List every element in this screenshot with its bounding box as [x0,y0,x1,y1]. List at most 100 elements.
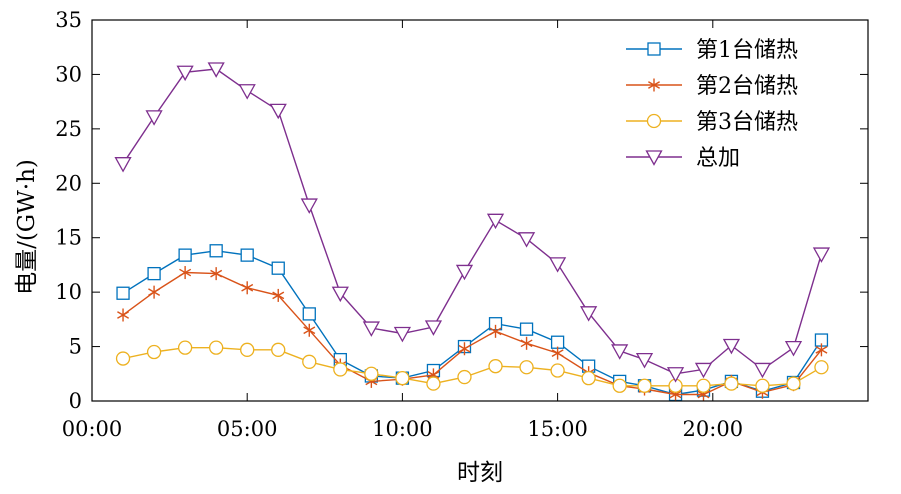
axes-box [91,19,869,402]
series-4-point [486,213,505,230]
series-4-point [300,198,318,214]
series-4-point [362,321,380,337]
y-tick-label: 15 [55,226,82,250]
series-4-point [455,264,474,281]
asterisk-stroke [427,371,440,379]
series-4-point [269,103,287,120]
series-3-point [302,354,317,369]
legend-label: 第2台储热 [696,74,798,99]
legend-marker [648,78,660,92]
y-axis-label: 电量/(GW·h) [14,159,40,295]
y-tick-label: 0 [69,389,82,413]
series-3-point [426,376,441,391]
asterisk-stroke [458,344,471,353]
series-4-point [207,62,225,78]
series-2-point [210,267,223,281]
y-tick-label: 35 [55,8,82,32]
y-tick-label: 25 [55,117,82,141]
series-4-point [722,338,741,355]
series-1-point [178,248,192,262]
legend-item-3: 第3台储热 [626,110,798,135]
series-1-point [271,261,285,275]
legend-label: 第3台储热 [696,110,798,135]
series-1-point [550,335,565,349]
series-3-point [786,376,801,391]
series-3-line [122,347,822,387]
series-1-point [302,307,316,321]
series-1-point [147,266,161,281]
series-3-point [457,369,472,385]
legend-marker [645,150,663,166]
legend-marker [647,42,661,56]
series-2-point [272,288,285,302]
series-3-point [612,378,627,393]
series-4-point [331,286,349,303]
series-4-point [424,320,443,336]
x-tick-label: 00:00 [62,417,123,441]
series-2-point [458,342,471,356]
asterisk-stroke [520,339,533,348]
series-4-point [114,157,132,173]
asterisk-stroke [648,81,660,89]
series-2-point [303,323,316,337]
x-tick-label: 05:00 [217,417,278,441]
plot-area [114,62,831,402]
series-3-point [755,378,770,393]
series-4-point [517,232,536,248]
series-3-point [209,340,224,355]
series-2-point [241,281,254,295]
asterisk-stroke [210,269,223,278]
series-2-point [117,308,130,322]
series-2-point [551,346,564,360]
y-tick-label: 20 [55,171,82,195]
series-3-point [724,376,739,391]
asterisk-stroke [551,349,564,357]
series-3-point [550,363,565,378]
series-4 [114,62,831,383]
asterisk-stroke [815,345,828,354]
series-2-point [489,324,502,338]
series-1-point [240,248,254,262]
series-3-point [581,370,596,386]
legend-item-2: 第2台储热 [626,74,798,99]
series-4-point [548,257,567,273]
series-3-point [637,378,652,393]
series-2 [117,266,828,401]
series-1-point [519,322,534,336]
series-4-point [812,247,831,263]
legend-label: 总加 [696,146,740,171]
series-1-point [116,286,130,300]
series-3-point [115,351,131,366]
legend-item-1: 第1台储热 [626,38,798,63]
series-3-point [519,360,534,375]
asterisk-stroke [117,311,130,319]
series-3-point [177,340,193,355]
legend-item-4: 总加 [626,146,740,171]
series-2-point [179,266,192,280]
series-4-point [784,341,803,357]
series-4-point [393,326,412,343]
series-3-point [271,342,286,357]
series-2-point [148,285,161,299]
series-3-point [146,344,162,360]
asterisk-stroke [489,327,502,336]
y-tick-label: 10 [55,280,82,304]
series-4-point [238,84,256,100]
x-axis-label: 时刻 [457,460,503,486]
series-3 [115,340,829,393]
series-3-point [814,360,829,375]
series-4-point [666,367,685,383]
x-tick-label: 20:00 [683,417,744,441]
asterisk-stroke [241,283,254,292]
series-4-point [176,65,194,82]
series-4-point [611,344,629,360]
series-3-point [395,370,410,386]
series-3-point [696,378,711,393]
legend-label: 第1台储热 [696,38,798,63]
series-4-point [635,352,654,369]
series-3-point [488,359,503,374]
asterisk-stroke [179,268,192,277]
series-1-line [122,250,822,396]
asterisk-stroke [303,326,316,335]
